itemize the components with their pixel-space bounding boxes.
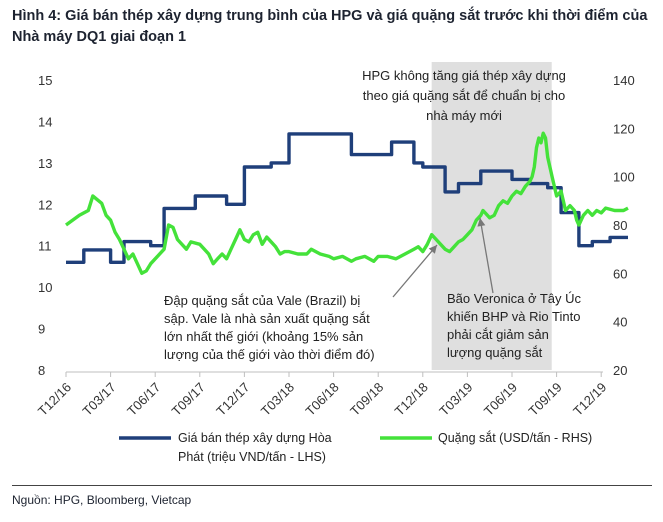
annotation-text: nhà máy mới (426, 108, 502, 123)
right-axis-tick-label: 20 (613, 363, 627, 378)
left-axis-tick-label: 10 (38, 280, 52, 295)
legend-label: Phát (triệu VND/tấn - LHS) (178, 450, 326, 464)
veronica-arrow (479, 217, 494, 294)
annotation-text: lượng của thế giới vào thời điểm đó) (164, 347, 375, 362)
x-axis-tick-label: T09/18 (347, 380, 386, 419)
steel-price-line (66, 132, 628, 264)
x-axis-tick-label: T12/17 (213, 380, 252, 419)
legend-label: Giá bán thép xây dựng Hòa (178, 431, 332, 445)
source-note: Nguồn: HPG, Bloomberg, Vietcap (12, 493, 192, 507)
left-axis-tick-label: 15 (38, 73, 52, 88)
annotation-text: theo giá quặng sắt để chuẩn bị cho (363, 88, 565, 103)
footer-divider (12, 485, 652, 486)
legend: Giá bán thép xây dựng Hòa Phát (triệu VND… (119, 430, 592, 464)
annotation-text: lượng quặng sắt (447, 345, 543, 360)
x-axis-tick-label: T06/18 (302, 380, 341, 419)
x-axis-tick-label: T03/19 (436, 380, 475, 419)
annotation-text: Đập quặng sắt của Vale (Brazil) bị (164, 293, 360, 308)
left-axis-tick-label: 13 (38, 156, 52, 171)
right-axis-tick-label: 40 (613, 315, 627, 330)
left-axis-ticks: 8 9 10 11 12 13 14 15 (38, 73, 52, 378)
x-axis-ticks: T12/16 T03/17 T06/17 T09/17 T12/17 T03/18 T06/… (35, 372, 609, 419)
x-axis-tick-label: T09/17 (169, 380, 208, 419)
annotation-text: sập. Vale là nhà sản xuất quặng sắt (164, 311, 370, 326)
annotation-text: lớn nhất thế giới (khoảng 15% sản (164, 329, 363, 344)
series-layer (65, 131, 629, 275)
right-axis-tick-label: 80 (613, 218, 627, 233)
right-axis-tick-label: 100 (613, 170, 635, 185)
x-axis-tick-label: T06/17 (124, 380, 163, 419)
annotations-layer: HPG không tăng giá thép xây dựng theo giá… (164, 68, 582, 362)
x-axis-tick-label: T03/18 (258, 380, 297, 419)
annotation-text: phải cắt giảm sản (447, 327, 549, 342)
right-axis-tick-label: 120 (613, 121, 635, 136)
right-axis-ticks: 20 40 60 80 100 120 140 (613, 73, 635, 378)
left-axis-tick-label: 12 (38, 197, 52, 212)
title-line-1: Hình 4: Giá bán thép xây dựng trung bình… (12, 8, 648, 24)
left-axis-tick-label: 11 (38, 239, 52, 254)
annotation-text: khiến BHP và Rio Tinto (447, 309, 580, 324)
left-axis-tick-label: 14 (38, 114, 52, 129)
x-axis-tick-label: T12/18 (392, 380, 431, 419)
vale-arrow (392, 244, 438, 298)
annotation-text: Bão Veronica ở Tây Úc (447, 291, 582, 306)
iron-ore-line (65, 131, 629, 275)
figure-title: Hình 4: Giá bán thép xây dựng trung bình… (12, 6, 657, 48)
right-axis-tick-label: 140 (613, 73, 635, 88)
x-axis-tick-label: T03/17 (79, 380, 118, 419)
x-axis-tick-label: T09/19 (525, 380, 564, 419)
legend-label: Quặng sắt (USD/tấn - RHS) (438, 430, 592, 445)
title-line-2: Nhà máy DQ1 giai đoạn 1 (12, 29, 187, 45)
x-axis-tick-label: T12/16 (35, 380, 74, 419)
veronica-arrow-head (477, 218, 486, 227)
x-axis-tick-label: T06/19 (481, 380, 520, 419)
vale-arrow-head (428, 245, 437, 254)
right-axis-tick-label: 60 (613, 266, 627, 281)
annotation-text: HPG không tăng giá thép xây dựng (362, 68, 566, 83)
x-axis-tick-label: T12/19 (570, 380, 609, 419)
left-axis-tick-label: 8 (38, 363, 45, 378)
left-axis-tick-label: 9 (38, 322, 45, 337)
